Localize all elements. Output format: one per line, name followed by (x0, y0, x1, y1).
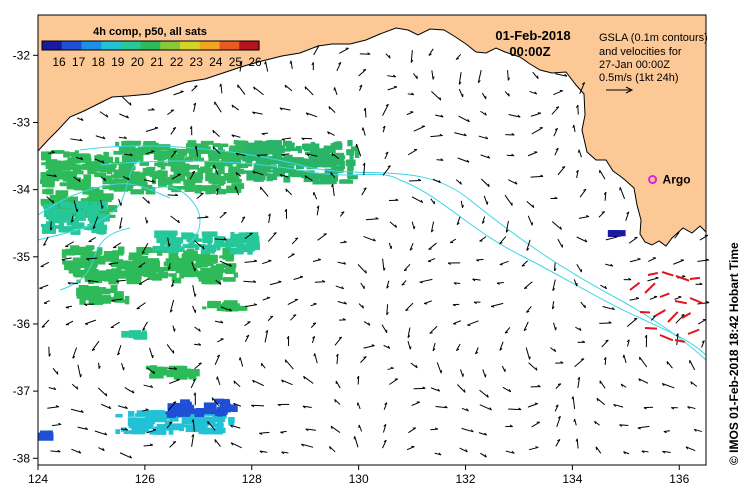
map-plot-area: Argo (37, 14, 710, 466)
map-date: 01-Feb-2018 (495, 28, 570, 43)
x-tick-label: 128 (242, 472, 262, 486)
x-tick-label: 124 (28, 472, 48, 486)
info-line-1: GSLA (0.1m contours) (599, 32, 708, 44)
colorbar-tick-label: 18 (92, 55, 106, 69)
colorbar-swatch (101, 41, 122, 50)
colorbar-swatch (42, 41, 63, 50)
argo-label: Argo (663, 173, 691, 187)
colorbar-tick-label: 16 (52, 55, 66, 69)
plot-frame (37, 14, 707, 466)
y-tick-label: -33 (13, 115, 31, 129)
map-time: 00:00Z (509, 44, 550, 59)
colorbar-tick-label: 22 (170, 55, 184, 69)
colorbar-swatch (81, 41, 102, 50)
argo-marker: Argo (648, 173, 691, 187)
colorbar-tick-label: 23 (190, 55, 204, 69)
colorbar-swatch (199, 41, 221, 50)
y-tick-label: -34 (13, 183, 31, 197)
timestamp: 01-Feb-2018 00:00Z (495, 28, 570, 59)
x-tick-label: 126 (135, 472, 155, 486)
x-tick-label: 134 (562, 472, 582, 486)
info-line-3: 27-Jan 00:00Z (599, 59, 670, 71)
y-tick-label: -36 (13, 317, 31, 331)
y-tick-label: -35 (13, 250, 31, 264)
y-tick-label: -32 (13, 48, 31, 62)
x-tick-label: 132 (456, 472, 476, 486)
colorbar-tick-label: 17 (72, 55, 86, 69)
fast-current-arrows (629, 271, 704, 343)
x-tick-label: 136 (669, 472, 689, 486)
info-line-2: and velocities for (599, 46, 682, 58)
gsla-contours (37, 145, 707, 361)
colorbar-swatch (120, 41, 142, 50)
colorbar: 4h comp, p50, all sats 16 17 18 19 20 21 22 23 2… (41, 26, 262, 69)
colorbar-tick-label: 25 (229, 55, 243, 69)
y-tick-label: -38 (13, 451, 31, 465)
colorbar-tick-label: 19 (111, 55, 125, 69)
south-australia-land (37, 14, 707, 247)
colorbar-gradient (41, 40, 260, 51)
colorbar-title: 4h comp, p50, all sats (93, 26, 207, 38)
y-axis-latitude: -32 -33 -34 -35 -36 -37 -38 (13, 48, 38, 465)
colorbar-swatch (180, 41, 201, 50)
colorbar-swatch (219, 41, 240, 50)
colorbar-swatch (160, 41, 181, 50)
x-tick-label: 130 (349, 472, 369, 486)
y-tick-label: -37 (13, 384, 31, 398)
argo-float-icon (648, 175, 658, 185)
velocity-arrows (39, 45, 710, 459)
colorbar-tick-label: 21 (150, 55, 164, 69)
x-axis-longitude: 124 126 128 130 132 134 136 (28, 465, 690, 486)
colorbar-swatch (61, 41, 83, 50)
colorbar-tick-label: 20 (131, 55, 145, 69)
info-block: GSLA (0.1m contours) and velocities for … (599, 32, 708, 94)
colorbar-tick-label: 24 (209, 55, 223, 69)
copyright-timestamp: © IMOS 01-Feb-2018 18:42 Hobart Time (727, 242, 741, 465)
scale-arrow-icon (606, 86, 634, 94)
colorbar-swatch (140, 41, 161, 50)
colorbar-tick-label: 26 (248, 55, 262, 69)
colorbar-swatch (239, 41, 260, 50)
colorbar-ticks: 16 17 18 19 20 21 22 23 24 25 26 (52, 55, 262, 69)
info-line-4: 0.5m/s (1kt 24h) (599, 72, 678, 84)
